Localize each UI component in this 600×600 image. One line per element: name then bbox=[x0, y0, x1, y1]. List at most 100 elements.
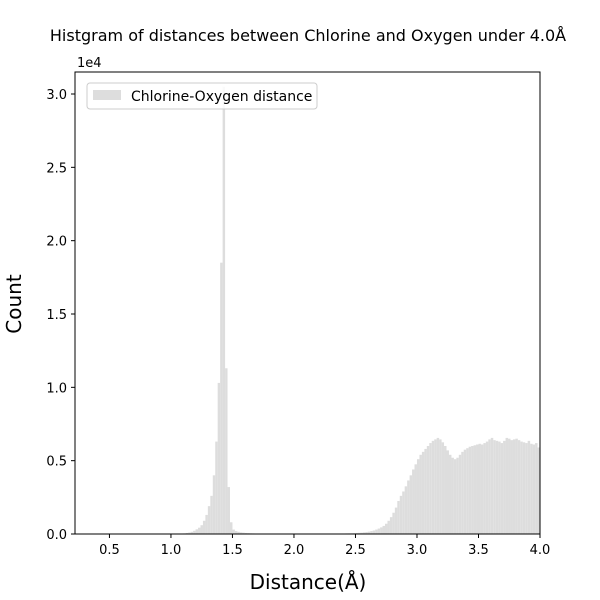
histogram-bar-120 bbox=[476, 444, 479, 534]
histogram-bar-18 bbox=[225, 368, 228, 534]
histogram-bar-130 bbox=[500, 443, 504, 534]
histogram-bar-137 bbox=[517, 440, 521, 534]
histogram-bar-24 bbox=[239, 532, 243, 534]
histogram-bar-111 bbox=[453, 459, 457, 534]
histogram-bar-140 bbox=[525, 443, 528, 534]
y-tick-label: 0.0 bbox=[46, 528, 67, 543]
histogram-bar-85 bbox=[389, 517, 393, 534]
histogram-bar-100 bbox=[426, 446, 430, 534]
histogram-bar-79 bbox=[375, 529, 378, 534]
histogram-bar-10 bbox=[205, 514, 208, 534]
histogram-bar-97 bbox=[419, 454, 422, 534]
histogram-bar-75 bbox=[365, 532, 368, 534]
histogram-bar-117 bbox=[468, 446, 472, 534]
legend-swatch bbox=[93, 90, 121, 100]
plot-area-frame bbox=[74, 71, 541, 535]
y-tick-label: 2.0 bbox=[46, 235, 67, 250]
histogram-bar-106 bbox=[441, 442, 445, 534]
chart-title: Histgram of distances between Chlorine a… bbox=[50, 26, 566, 45]
histogram-bar-116 bbox=[466, 448, 469, 534]
histogram-bar-84 bbox=[387, 520, 390, 534]
x-tick-label: 0.5 bbox=[99, 543, 120, 558]
histogram-bar-23 bbox=[237, 531, 240, 534]
histogram-bar-103 bbox=[434, 439, 437, 534]
histogram-bar-136 bbox=[515, 438, 518, 534]
histogram-bar-19 bbox=[227, 487, 230, 534]
histogram-bar-131 bbox=[503, 440, 506, 534]
histogram-bar-145 bbox=[537, 447, 540, 534]
histogram-bar-91 bbox=[404, 486, 408, 534]
histogram-bar-124 bbox=[485, 441, 489, 534]
histogram-bar-98 bbox=[421, 451, 425, 534]
histogram-bar-82 bbox=[382, 525, 385, 534]
histogram-bar-73 bbox=[360, 532, 363, 534]
x-tick-label: 3.5 bbox=[468, 543, 489, 558]
histogram-bar-126 bbox=[490, 437, 494, 534]
histogram-bar-15 bbox=[217, 382, 221, 534]
x-tick-label: 2.5 bbox=[345, 543, 366, 558]
histogram-bar-3 bbox=[188, 532, 191, 534]
histogram-bar-92 bbox=[407, 480, 410, 534]
y-tick-label: 3.0 bbox=[46, 88, 67, 103]
histogram-bar-121 bbox=[478, 443, 481, 534]
x-tick-label: 1.5 bbox=[222, 543, 243, 558]
histogram-bar-78 bbox=[372, 530, 376, 534]
histogram-bar-118 bbox=[471, 446, 474, 534]
legend: Chlorine-Oxygen distance bbox=[86, 82, 318, 110]
histogram-bar-108 bbox=[446, 450, 449, 534]
histogram-bar-21 bbox=[232, 529, 235, 534]
histogram-bar-80 bbox=[377, 528, 381, 534]
x-axis-label: Distance(Å) bbox=[250, 570, 367, 594]
y-tick-label: 0.5 bbox=[46, 455, 67, 470]
histogram-bar-83 bbox=[385, 523, 388, 534]
histogram-bar-11 bbox=[207, 506, 211, 534]
histogram-bar-125 bbox=[488, 439, 491, 534]
histogram-bar-138 bbox=[520, 441, 523, 534]
histogram-bar-107 bbox=[444, 446, 447, 534]
histogram-bar-143 bbox=[532, 444, 536, 534]
histogram-bar-25 bbox=[242, 532, 245, 534]
histogram-bar-89 bbox=[399, 495, 403, 534]
histogram-bar-109 bbox=[448, 454, 452, 534]
histogram-bar-144 bbox=[535, 443, 538, 534]
histogram-bar-22 bbox=[234, 531, 238, 534]
y-tick-label: 1.5 bbox=[46, 308, 67, 323]
histogram-bar-134 bbox=[510, 440, 513, 534]
y-axis-offset-text: 1e4 bbox=[77, 56, 102, 71]
histogram-bar-141 bbox=[527, 440, 531, 534]
histogram-bar-4 bbox=[190, 531, 194, 534]
histogram-bar-20 bbox=[230, 522, 233, 534]
histogram-bar-104 bbox=[436, 437, 440, 534]
histogram-bar-99 bbox=[424, 448, 427, 534]
histogram-bar-13 bbox=[212, 475, 216, 534]
legend-entry-label: Chlorine-Oxygen distance bbox=[131, 89, 312, 105]
histogram-bar-86 bbox=[392, 512, 395, 534]
x-tick-label: 3.0 bbox=[407, 543, 428, 558]
histogram-bar-7 bbox=[198, 527, 201, 534]
histogram-bar-72 bbox=[357, 532, 361, 534]
histogram-bar-93 bbox=[409, 475, 413, 534]
x-tick-label: 1.0 bbox=[161, 543, 182, 558]
histogram-bar-132 bbox=[505, 437, 509, 534]
histogram-bar-115 bbox=[463, 449, 467, 534]
histogram-bar-133 bbox=[508, 438, 511, 534]
histogram-bar-129 bbox=[498, 441, 501, 534]
histogram-bar-112 bbox=[456, 457, 459, 534]
histogram-bar-16 bbox=[220, 262, 223, 534]
histogram-bar-12 bbox=[210, 495, 213, 534]
y-tick-label: 1.0 bbox=[46, 381, 67, 396]
histogram-bar-87 bbox=[394, 507, 398, 534]
histogram-bar-101 bbox=[429, 443, 432, 534]
histogram-bar-71 bbox=[355, 532, 358, 534]
histogram-bar-96 bbox=[416, 459, 420, 534]
histogram-bar-139 bbox=[522, 442, 526, 534]
histogram-bar-119 bbox=[473, 445, 477, 534]
histogram-bar-135 bbox=[512, 439, 516, 534]
histogram-bar-94 bbox=[412, 469, 415, 534]
histogram-bar-102 bbox=[431, 440, 435, 534]
histogram-bar-74 bbox=[362, 532, 366, 534]
histogram-bar-128 bbox=[495, 440, 499, 534]
histogram-bar-114 bbox=[461, 451, 464, 534]
histogram-bar-122 bbox=[480, 444, 484, 534]
